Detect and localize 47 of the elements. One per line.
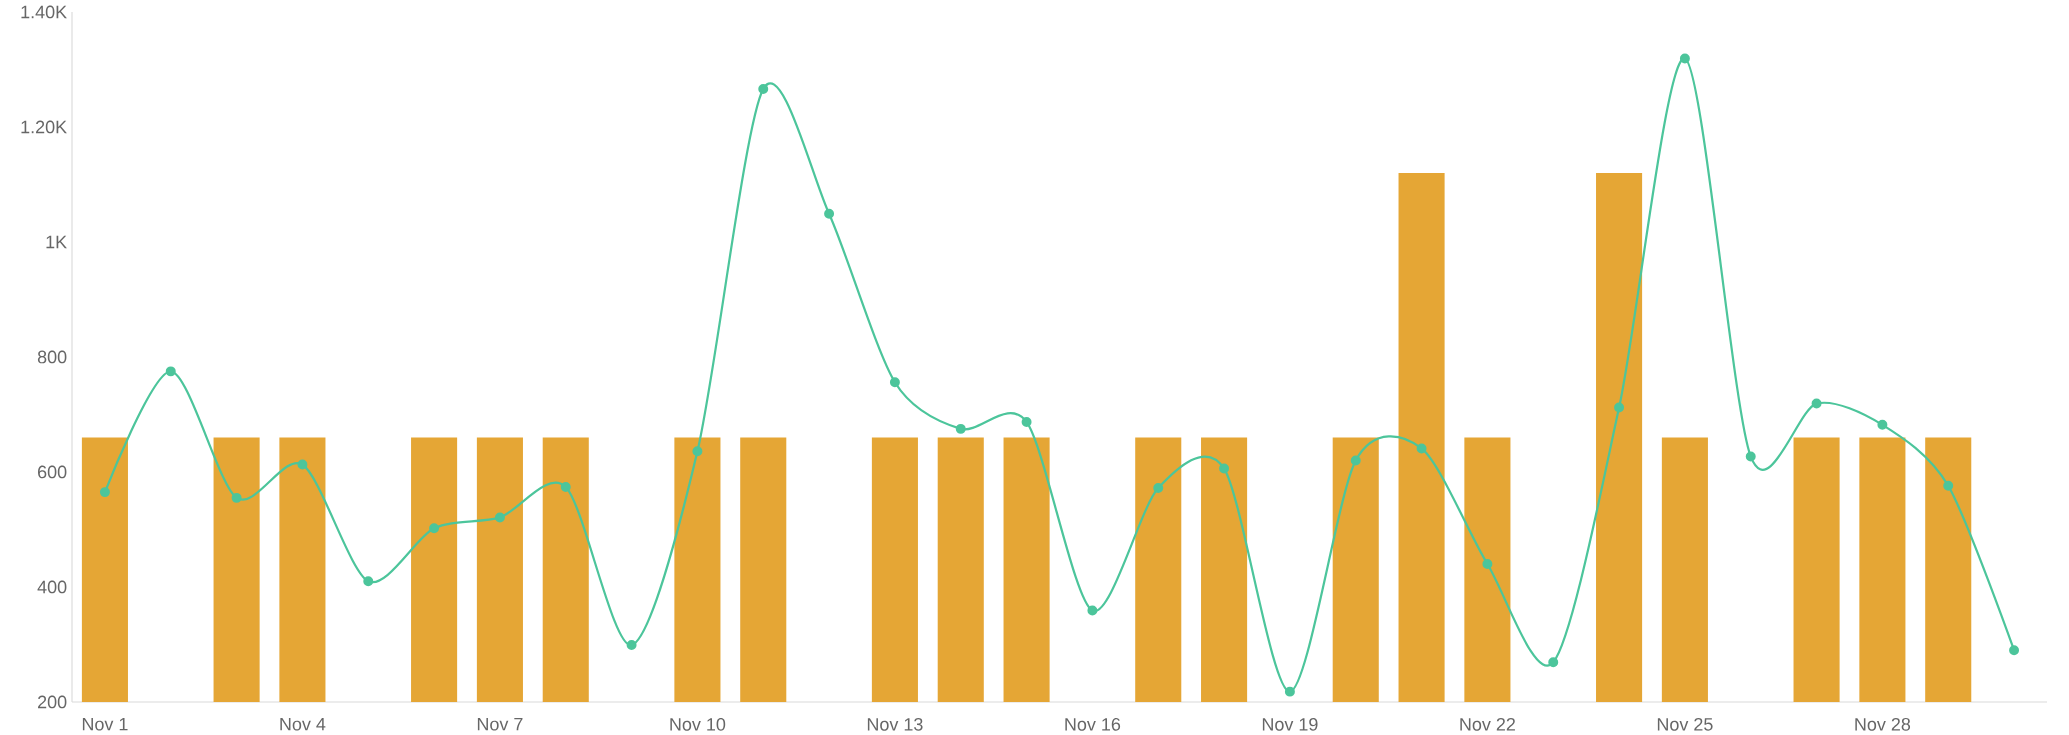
- point: [1416, 443, 1427, 454]
- point: [1219, 463, 1230, 474]
- y-tick-label: 1K: [46, 235, 67, 249]
- x-tick-label: Nov 28: [1855, 717, 1911, 731]
- point: [1679, 53, 1690, 64]
- point: [692, 446, 703, 457]
- point: [1811, 398, 1822, 409]
- x-tick-label: Nov 19: [1262, 717, 1318, 731]
- point: [560, 481, 571, 492]
- point: [1482, 558, 1493, 569]
- point: [99, 486, 110, 497]
- x-tick-label: Nov 1: [82, 717, 128, 731]
- point: [1877, 419, 1888, 430]
- point: [1548, 657, 1559, 668]
- point: [1943, 480, 1954, 491]
- point: [824, 208, 835, 219]
- point: [626, 639, 637, 650]
- point: [363, 576, 374, 587]
- y-tick-label: 800: [37, 350, 67, 364]
- point: [494, 512, 505, 523]
- x-tick-label: Nov 7: [477, 717, 523, 731]
- point: [231, 492, 242, 503]
- x-tick-label: Nov 4: [280, 717, 326, 731]
- point: [165, 366, 176, 377]
- point: [1087, 605, 1098, 616]
- point: [2009, 645, 2020, 656]
- point: [429, 523, 440, 534]
- y-tick-label: 1.40K: [21, 5, 67, 19]
- point: [758, 83, 769, 94]
- x-tick-label: Nov 13: [867, 717, 923, 731]
- point: [1021, 416, 1032, 427]
- point: [297, 459, 308, 470]
- point: [1350, 455, 1361, 466]
- x-tick-label: Nov 16: [1065, 717, 1121, 731]
- x-tick-label: Nov 10: [670, 717, 726, 731]
- point: [1153, 482, 1164, 493]
- y-tick-label: 200: [38, 695, 67, 709]
- point: [1614, 402, 1625, 413]
- point: [955, 423, 966, 434]
- point: [1745, 451, 1756, 462]
- y-tick-label: 600: [38, 465, 67, 479]
- point: [889, 377, 900, 388]
- y-tick-label: 1.20K: [21, 120, 67, 134]
- x-tick-label: Nov 25: [1657, 717, 1713, 731]
- point: [1284, 686, 1295, 697]
- y-tick-label: 400: [37, 580, 67, 594]
- x-tick-label: Nov 22: [1460, 717, 1515, 731]
